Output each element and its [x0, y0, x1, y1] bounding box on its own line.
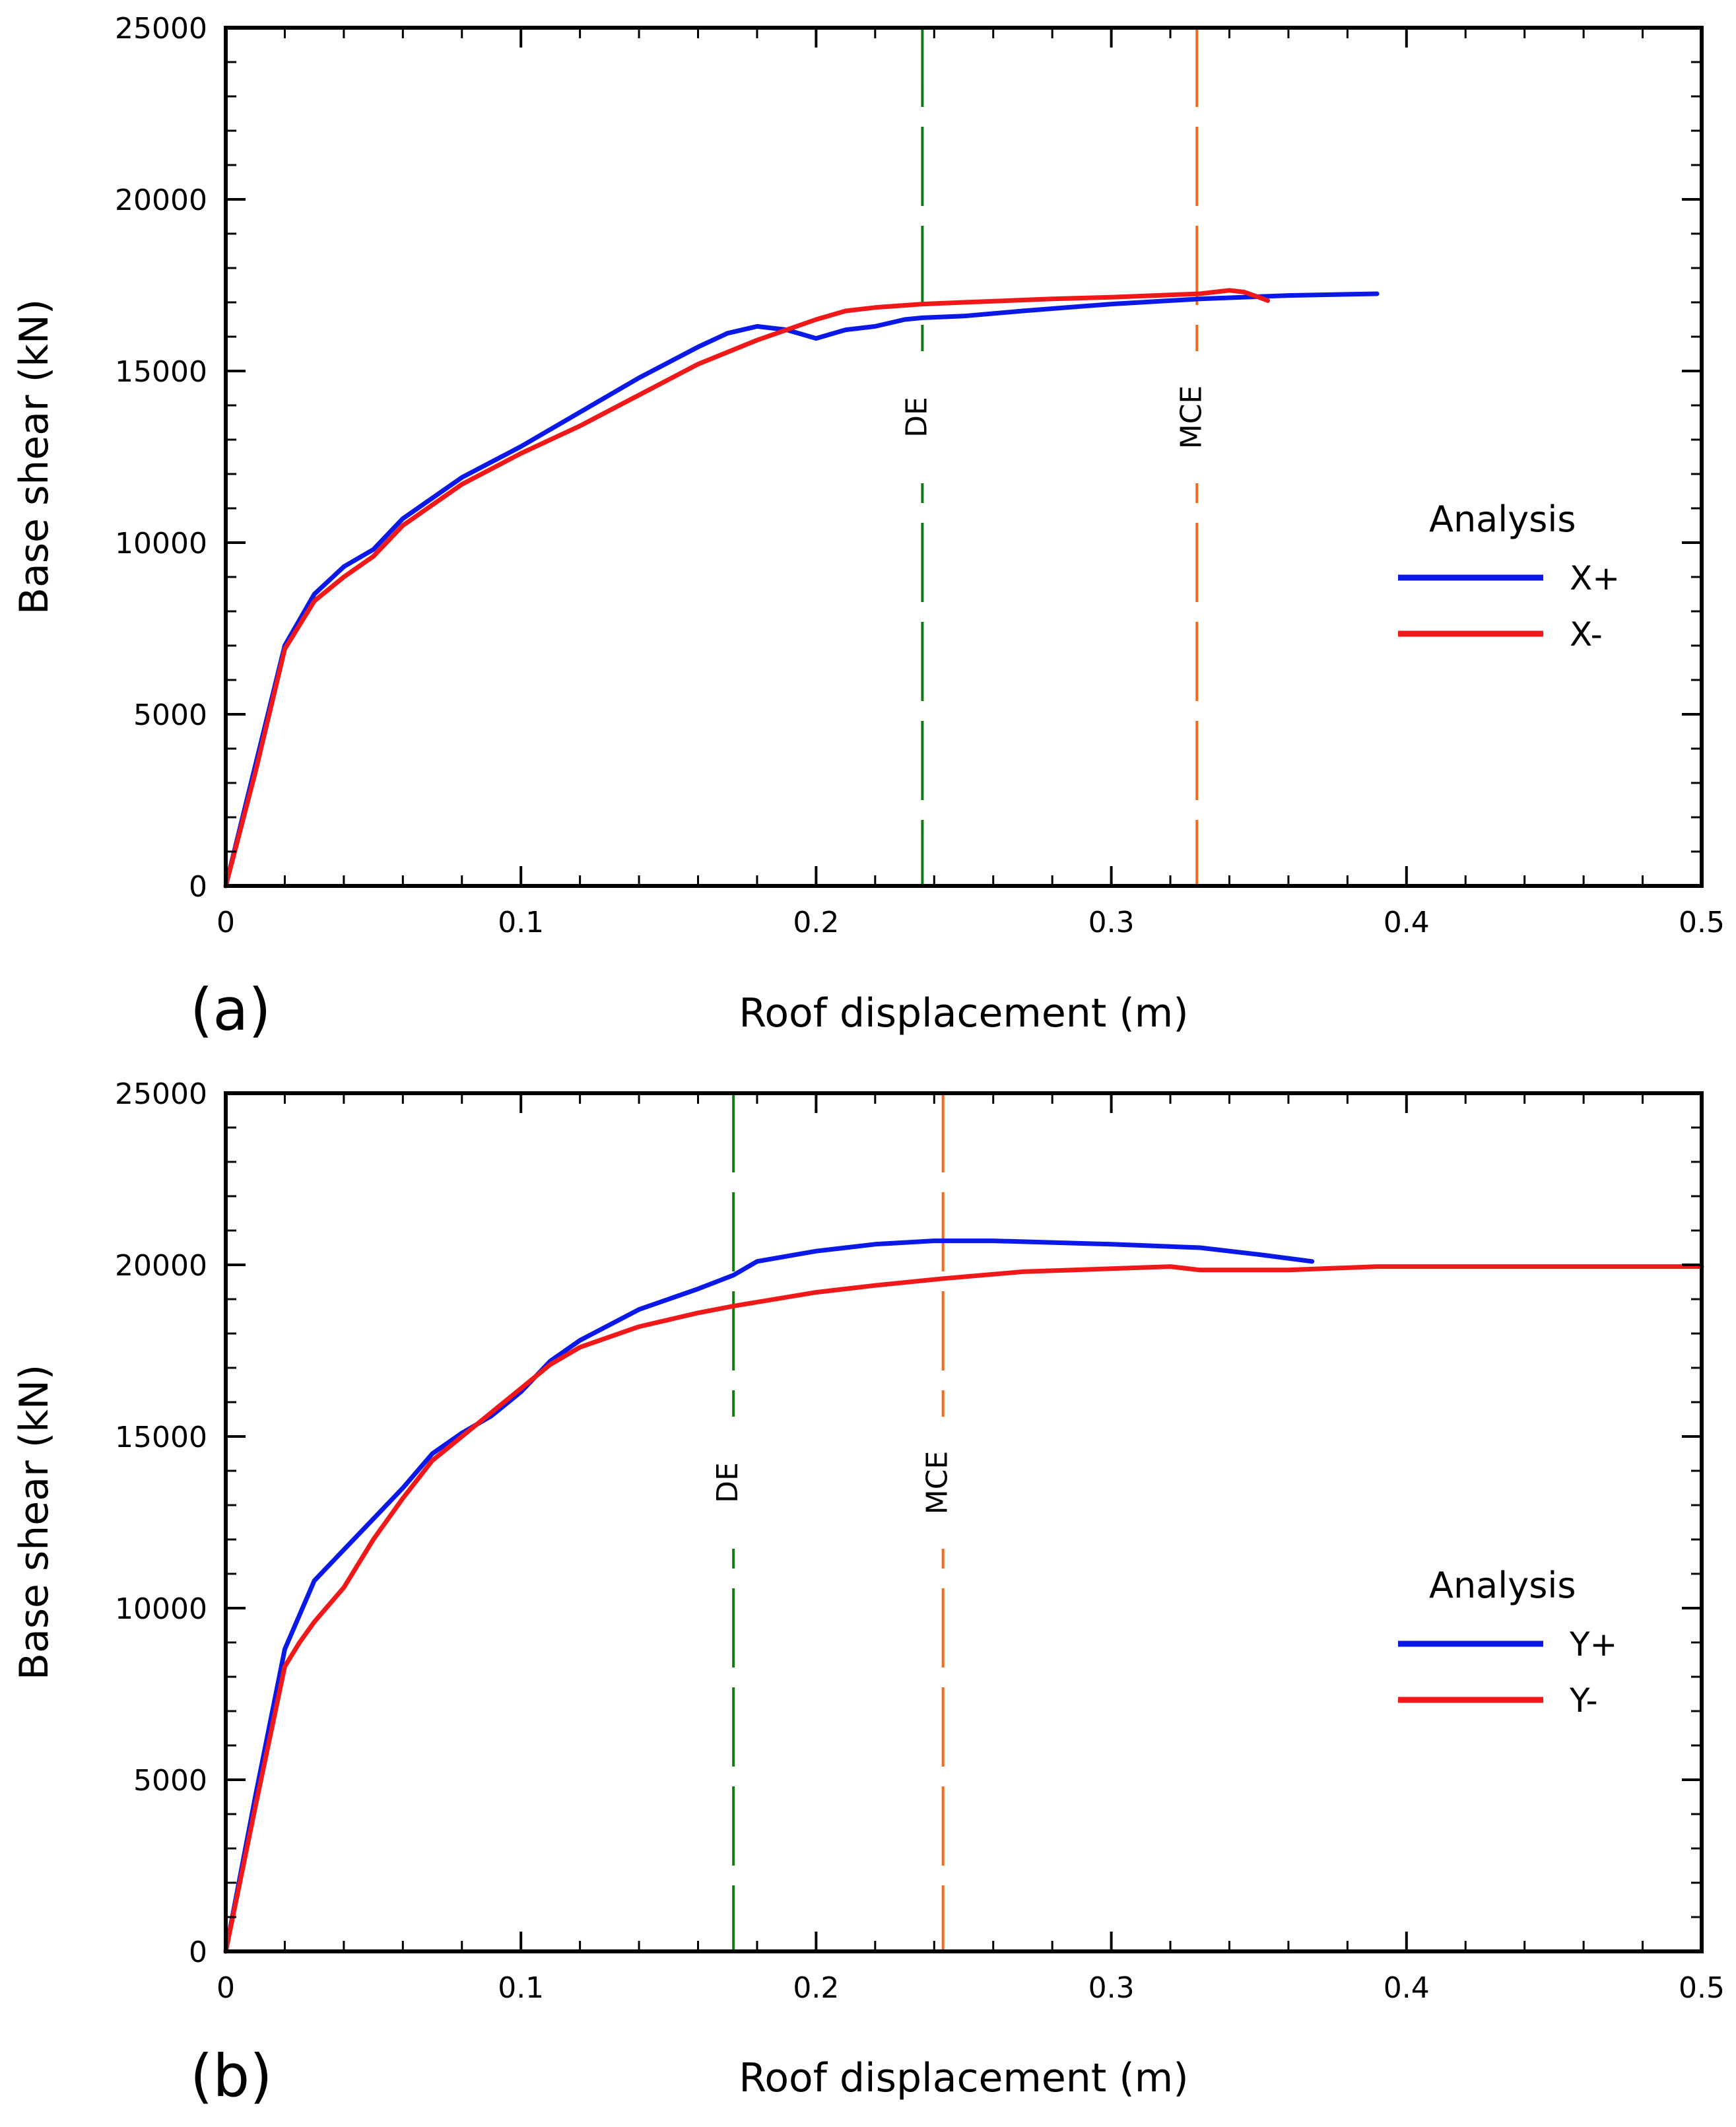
legend-title: Analysis [1429, 1565, 1576, 1606]
x-tick-label: 0.2 [793, 906, 839, 939]
y-tick-label: 0 [189, 870, 207, 904]
panel-label: (b) [190, 2042, 273, 2110]
chart-panel-a: 0 0.1 0.2 0.3 0.4 0.5 0 5000 10000 15000 20000 250… [11, 12, 1725, 1044]
y-tick-label: 15000 [115, 355, 207, 389]
series-line-x-plus [223, 291, 1380, 889]
series-line-y-minus [223, 1264, 1704, 1954]
x-tick-label: 0.3 [1088, 1971, 1135, 2005]
reference-lines [732, 1093, 945, 1951]
y-tick-label: 25000 [115, 12, 207, 46]
plot-frame [224, 1091, 1704, 1953]
plot-frame [224, 26, 1704, 888]
x-tick-label: 0.1 [498, 1971, 544, 2005]
y-tick-label: 25000 [115, 1077, 207, 1111]
y-tick-label: 10000 [115, 1592, 207, 1626]
x-tick-label: 0 [217, 1971, 235, 2005]
chart-panel-b: 0 0.1 0.2 0.3 0.4 0.5 0 5000 10000 15000 20000 250… [11, 1077, 1725, 2110]
y-axis-ticks: 0 5000 10000 15000 20000 25000 [115, 1077, 1702, 1969]
x-axis-title: Roof displacement (m) [739, 990, 1188, 1036]
reference-line-label-mce: MCE [1174, 386, 1208, 450]
reference-line-label-de: DE [900, 397, 933, 438]
reference-line-label-de: DE [711, 1462, 745, 1503]
series-line-y-plus [223, 1238, 1315, 1954]
y-tick-label: 5000 [133, 1764, 207, 1798]
series-lines [223, 1238, 1704, 1954]
y-axis-ticks: 0 5000 10000 15000 20000 25000 [115, 12, 1702, 904]
reference-line-labels: DE MCE [900, 351, 1209, 483]
x-tick-label: 0.4 [1384, 906, 1430, 939]
legend: Analysis X+ X- [1398, 498, 1620, 654]
legend: Analysis Y+ Y- [1398, 1565, 1617, 1720]
x-tick-label: 0 [217, 906, 235, 939]
y-tick-label: 20000 [115, 184, 207, 217]
legend-label-y-plus: Y+ [1569, 1625, 1617, 1664]
y-tick-label: 15000 [115, 1421, 207, 1454]
y-axis-title: Base shear (kN) [11, 1365, 57, 1680]
panel-label: (a) [190, 976, 271, 1044]
x-tick-label: 0.1 [498, 906, 544, 939]
legend-title: Analysis [1429, 498, 1576, 540]
y-tick-label: 20000 [115, 1249, 207, 1283]
x-tick-label: 0.2 [793, 1971, 839, 2005]
x-tick-label: 0.5 [1679, 1971, 1725, 2005]
reference-label-background [920, 1417, 955, 1549]
y-axis-title: Base shear (kN) [11, 299, 57, 615]
y-tick-label: 0 [189, 1936, 207, 1969]
reference-lines [921, 28, 1199, 886]
y-tick-label: 10000 [115, 527, 207, 560]
x-axis-ticks: 0 0.1 0.2 0.3 0.4 0.5 [217, 1093, 1725, 2005]
legend-label-y-minus: Y- [1569, 1681, 1598, 1720]
legend-label-x-minus: X- [1570, 615, 1603, 654]
x-tick-label: 0.5 [1679, 906, 1725, 939]
reference-label-background [711, 1417, 746, 1549]
reference-line-label-mce: MCE [921, 1451, 954, 1515]
reference-label-background [900, 351, 935, 483]
reference-label-background [1174, 351, 1209, 483]
x-tick-label: 0.3 [1088, 906, 1135, 939]
series-lines [223, 288, 1380, 889]
y-tick-label: 5000 [133, 698, 207, 732]
x-axis-ticks: 0 0.1 0.2 0.3 0.4 0.5 [217, 28, 1725, 939]
reference-line-labels: DE MCE [711, 1417, 955, 1549]
series-line-x-minus [223, 288, 1271, 889]
x-tick-label: 0.4 [1384, 1971, 1430, 2005]
x-axis-title: Roof displacement (m) [739, 2055, 1188, 2101]
legend-label-x-plus: X+ [1570, 559, 1620, 597]
